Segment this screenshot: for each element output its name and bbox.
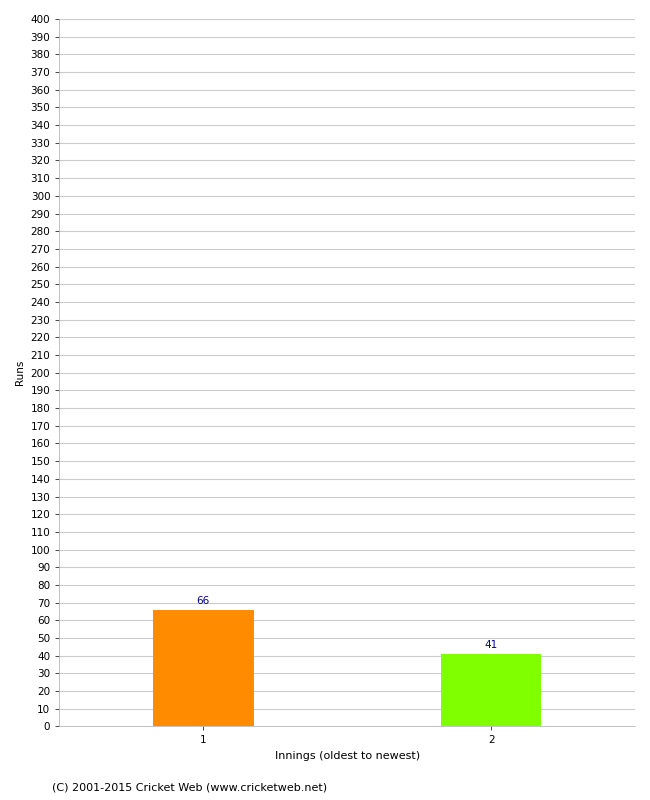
Text: 66: 66 xyxy=(196,596,210,606)
X-axis label: Innings (oldest to newest): Innings (oldest to newest) xyxy=(274,751,420,761)
Y-axis label: Runs: Runs xyxy=(15,360,25,386)
Bar xyxy=(441,654,541,726)
Text: (C) 2001-2015 Cricket Web (www.cricketweb.net): (C) 2001-2015 Cricket Web (www.cricketwe… xyxy=(52,782,327,792)
Text: 41: 41 xyxy=(484,640,498,650)
Bar xyxy=(153,610,254,726)
